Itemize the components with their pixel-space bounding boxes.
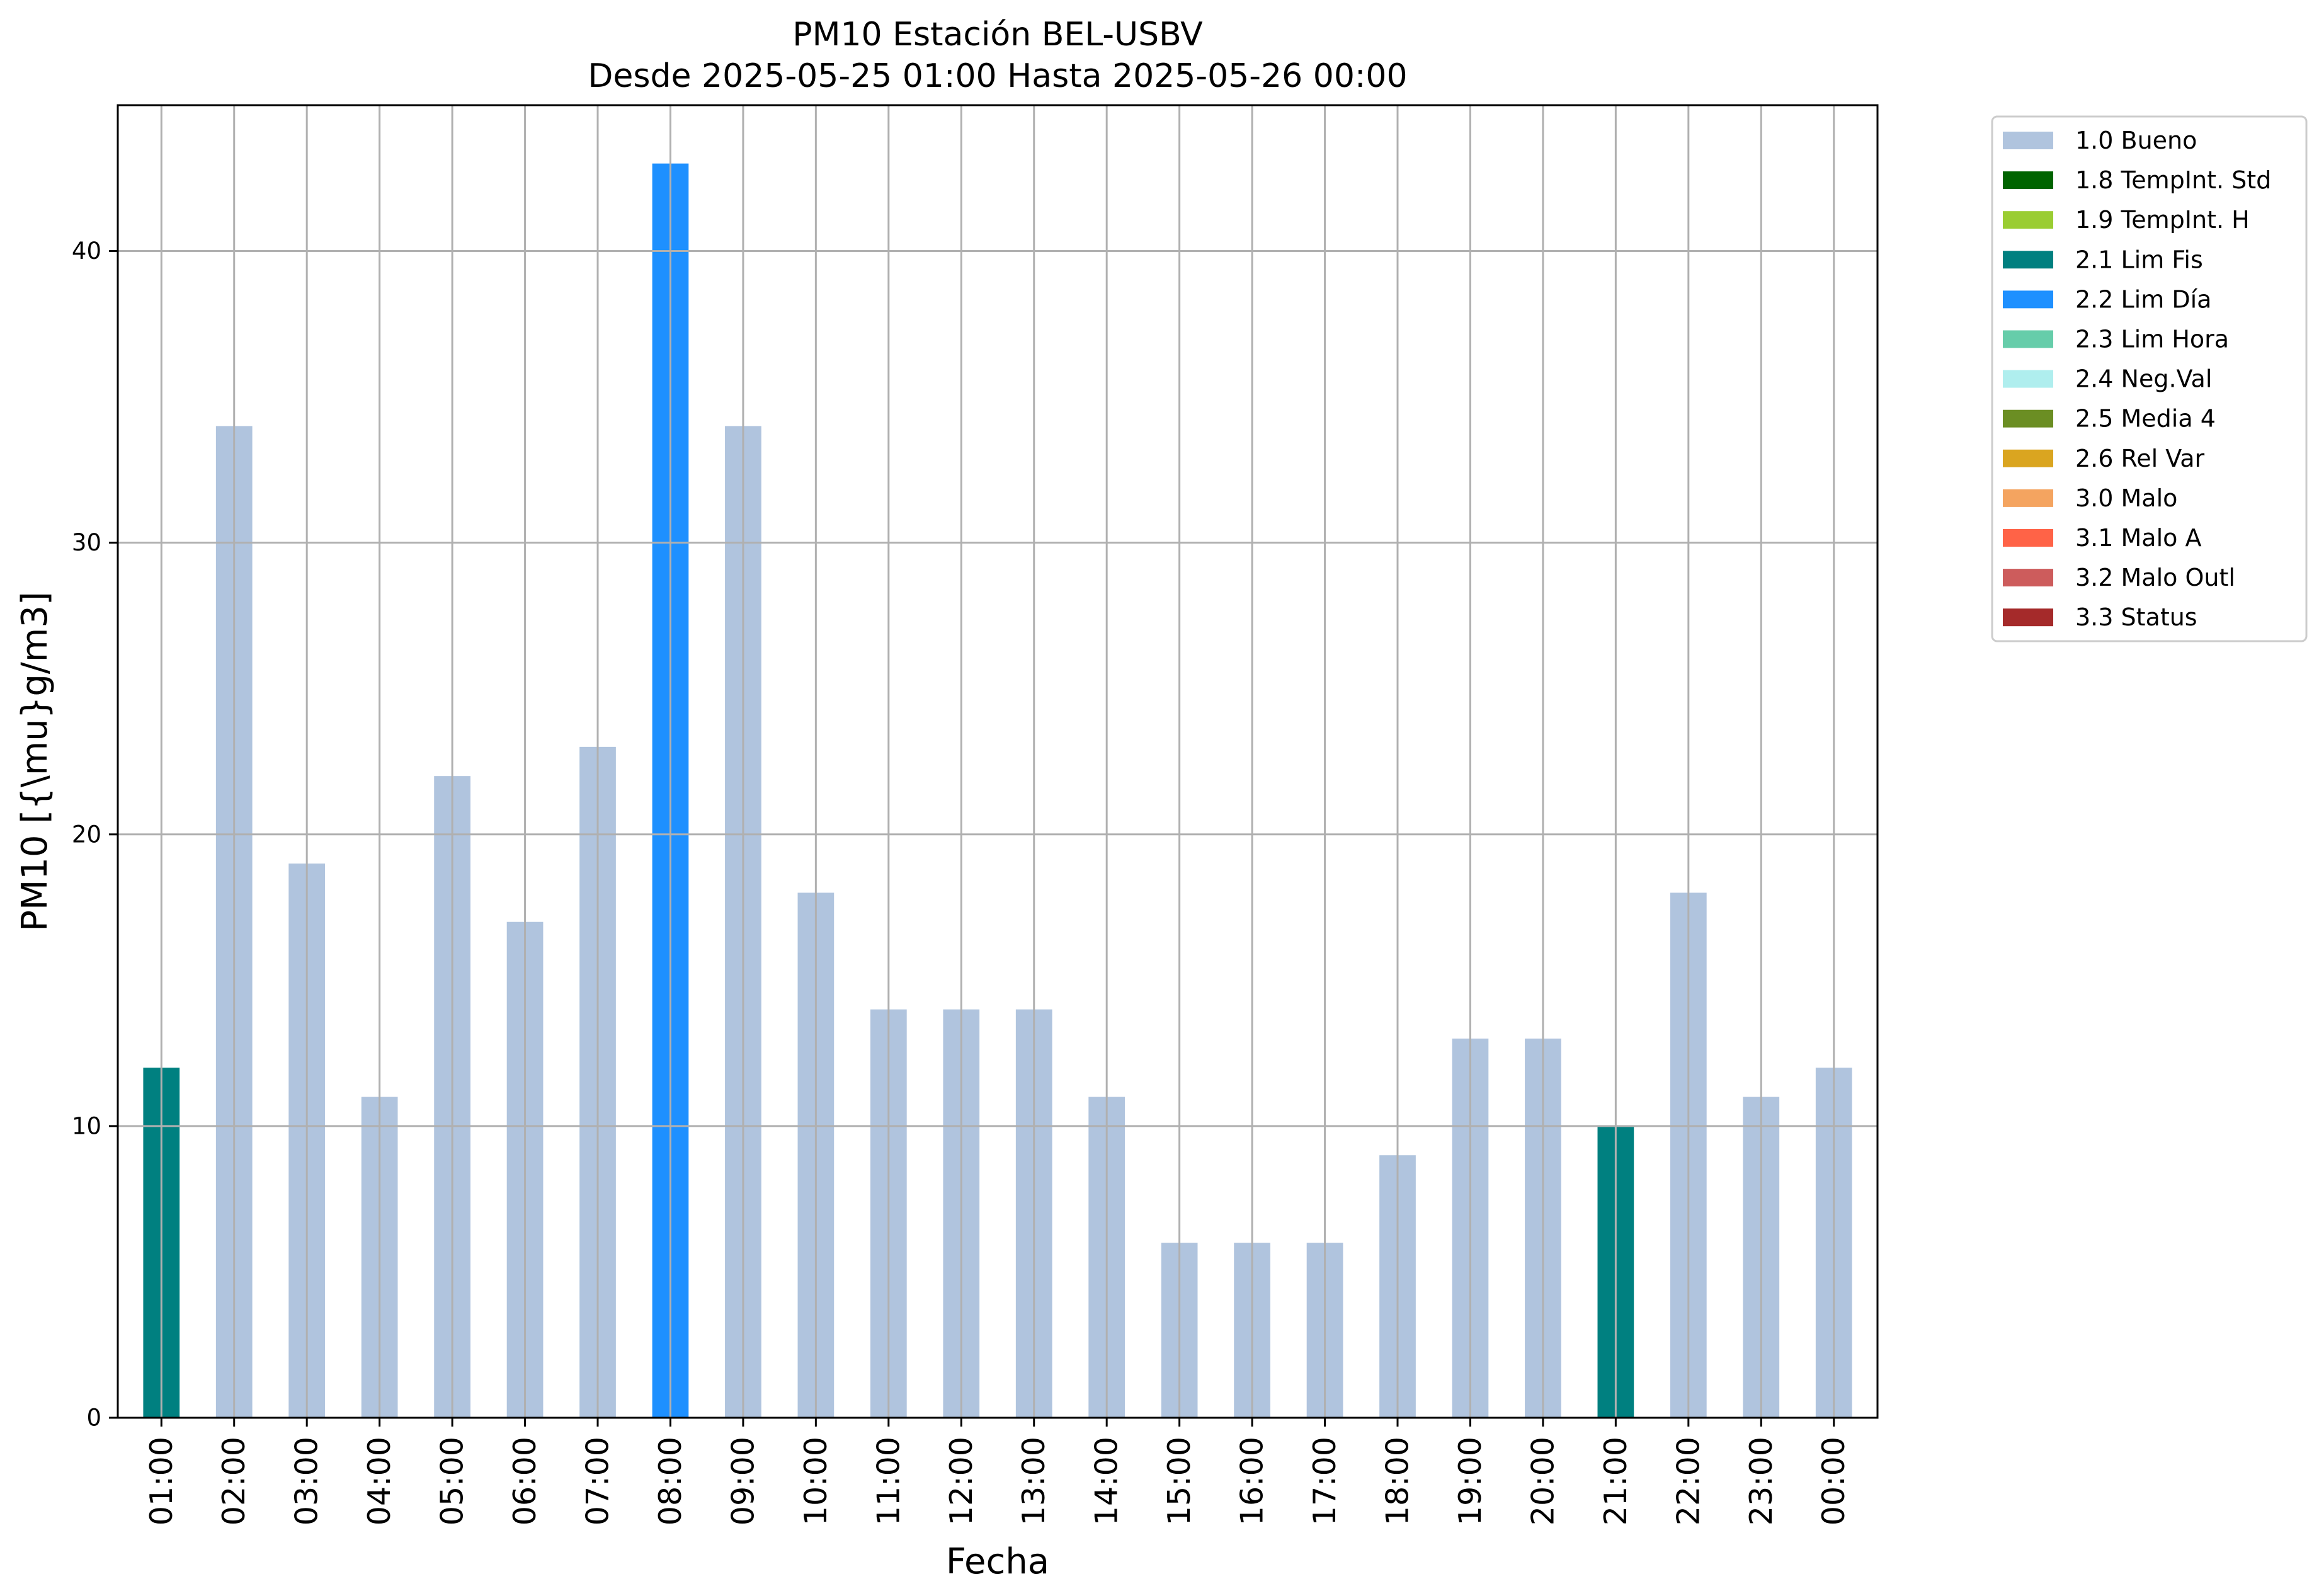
legend-swatch [2003, 489, 2053, 507]
x-tick-label: 01:00 [144, 1437, 179, 1525]
x-tick-label: 04:00 [362, 1437, 397, 1525]
y-tick-label: 20 [72, 821, 101, 848]
legend-label: 1.0 Bueno [2075, 127, 2197, 154]
legend-label: 3.3 Status [2075, 603, 2197, 631]
x-tick-label: 11:00 [870, 1437, 906, 1525]
grid [118, 105, 1877, 1419]
x-tick-label: 02:00 [216, 1437, 252, 1525]
legend-swatch [2003, 171, 2053, 190]
legend-label: 3.0 Malo [2075, 484, 2177, 512]
x-tick-label: 00:00 [1816, 1437, 1852, 1525]
x-tick-label: 15:00 [1161, 1437, 1197, 1525]
x-tick-label: 07:00 [580, 1437, 616, 1525]
legend-label: 2.5 Media 4 [2075, 405, 2216, 433]
y-tick-label: 10 [72, 1112, 101, 1139]
x-tick-label: 18:00 [1380, 1437, 1416, 1525]
legend-swatch [2003, 211, 2053, 229]
legend-label: 2.6 Rel Var [2075, 445, 2205, 472]
legend-swatch [2003, 251, 2053, 269]
x-tick-label: 08:00 [652, 1437, 688, 1525]
legend-swatch [2003, 370, 2053, 388]
x-tick-label: 09:00 [725, 1437, 761, 1525]
x-tick-label: 22:00 [1670, 1437, 1706, 1525]
x-tick-label: 17:00 [1307, 1437, 1343, 1525]
y-tick-label: 0 [86, 1405, 101, 1432]
legend-label: 2.4 Neg.Val [2075, 365, 2212, 393]
legend: 1.0 Bueno 1.8 TempInt. Std 1.9 TempInt. H 2… [1991, 115, 2308, 642]
x-tick-label: 10:00 [798, 1437, 834, 1525]
x-tick-label: 14:00 [1089, 1437, 1125, 1525]
legend-swatch [2003, 608, 2053, 627]
x-axis-ticks: 01:00 02:00 03:00 04:00 05:00 06:00 07:00 08:00… [144, 1418, 1852, 1525]
legend-label: 1.9 TempInt. H [2075, 206, 2250, 234]
legend-swatch [2003, 529, 2053, 547]
legend-label: 3.2 Malo Outl [2075, 564, 2235, 591]
x-tick-label: 20:00 [1525, 1437, 1561, 1525]
chart-subtitle: Desde 2025-05-25 01:00 Hasta 2025-05-26 … [588, 57, 1407, 95]
y-axis-ticks: 0 10 20 30 40 [72, 237, 118, 1432]
legend-label: 1.8 TempInt. Std [2075, 166, 2271, 194]
legend-swatch [2003, 409, 2053, 428]
legend-swatch [2003, 449, 2053, 467]
x-tick-label: 19:00 [1452, 1437, 1488, 1525]
legend-swatch [2003, 132, 2053, 149]
x-tick-label: 21:00 [1598, 1437, 1634, 1525]
y-tick-label: 40 [72, 237, 101, 265]
x-tick-label: 13:00 [1016, 1437, 1052, 1525]
legend-label: 2.1 Lim Fis [2075, 246, 2203, 273]
legend-label: 2.3 Lim Hora [2075, 326, 2229, 353]
x-axis-label: Fecha [946, 1541, 1049, 1582]
legend-swatch [2003, 290, 2053, 309]
y-tick-label: 30 [72, 529, 101, 556]
x-tick-label: 23:00 [1743, 1437, 1779, 1525]
legend-swatch [2003, 569, 2053, 587]
legend-swatch [2003, 330, 2053, 348]
legend-box [1991, 115, 2308, 642]
legend-label: 2.2 Lim Día [2075, 285, 2211, 313]
y-axis-label: PM10 [{\mu}g/m3] [14, 591, 55, 932]
x-tick-label: 03:00 [289, 1437, 325, 1525]
x-tick-label: 05:00 [435, 1437, 470, 1525]
plot-frame [117, 104, 1879, 1419]
x-tick-label: 06:00 [507, 1437, 543, 1525]
x-tick-label: 12:00 [943, 1437, 979, 1525]
legend-label: 3.1 Malo A [2075, 524, 2201, 552]
x-tick-label: 16:00 [1234, 1437, 1270, 1525]
chart-title: PM10 Estación BEL-USBV [792, 16, 1203, 54]
